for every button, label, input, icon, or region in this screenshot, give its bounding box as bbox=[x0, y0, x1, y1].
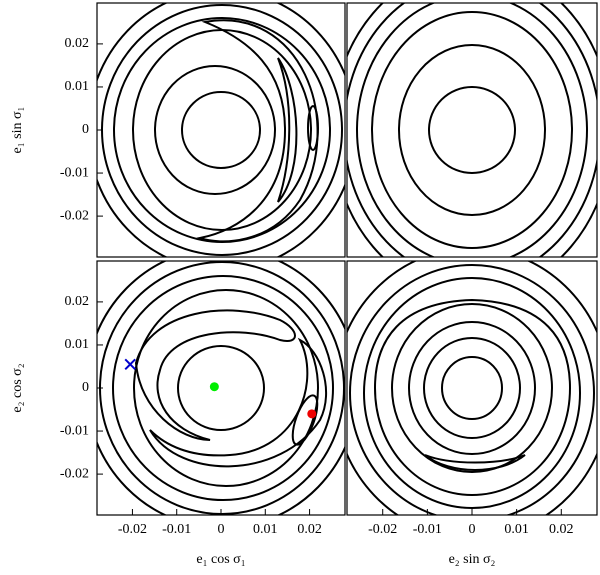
x-tick-label: -0.02 bbox=[368, 522, 397, 537]
point-marker bbox=[124, 358, 136, 371]
y-tick-label: 0.01 bbox=[65, 79, 90, 94]
contours bbox=[97, 3, 345, 257]
y-tick-label: -0.02 bbox=[60, 466, 89, 481]
y-tick-label: 0 bbox=[82, 380, 89, 395]
x-tick-label: 0.02 bbox=[549, 522, 574, 537]
x-tick-label: 0.01 bbox=[504, 522, 529, 537]
contours bbox=[347, 261, 597, 515]
point-marker bbox=[307, 409, 317, 419]
contours bbox=[97, 261, 345, 515]
x-tick-label: 0.02 bbox=[297, 522, 322, 537]
x-tick-label: -0.02 bbox=[118, 522, 147, 537]
x-tick-label: -0.01 bbox=[162, 522, 191, 537]
y-tick-label: 0.01 bbox=[65, 337, 90, 352]
x-tick-label: 0 bbox=[469, 522, 476, 537]
point-marker bbox=[209, 382, 219, 392]
x-tick-label: 0 bbox=[218, 522, 225, 537]
y-axis-label: e₁ sin σ₁ bbox=[10, 107, 25, 154]
y-tick-label: 0 bbox=[82, 122, 89, 137]
y-tick-label: -0.01 bbox=[60, 423, 89, 438]
y-tick-label: -0.02 bbox=[60, 208, 89, 223]
panel-frame bbox=[346, 2, 598, 258]
y-axis-label: e₂ cos σ₂ bbox=[10, 363, 25, 412]
y-tick-label: -0.01 bbox=[60, 165, 89, 180]
x-tick-label: -0.01 bbox=[413, 522, 442, 537]
x-axis-label: e₁ cos σ₁ bbox=[196, 552, 245, 567]
contours bbox=[347, 3, 597, 257]
y-tick-label: 0.02 bbox=[65, 294, 90, 309]
x-axis-label: e₂ sin σ₂ bbox=[449, 552, 496, 567]
y-tick-label: 0.02 bbox=[65, 36, 90, 51]
x-tick-label: 0.01 bbox=[253, 522, 278, 537]
